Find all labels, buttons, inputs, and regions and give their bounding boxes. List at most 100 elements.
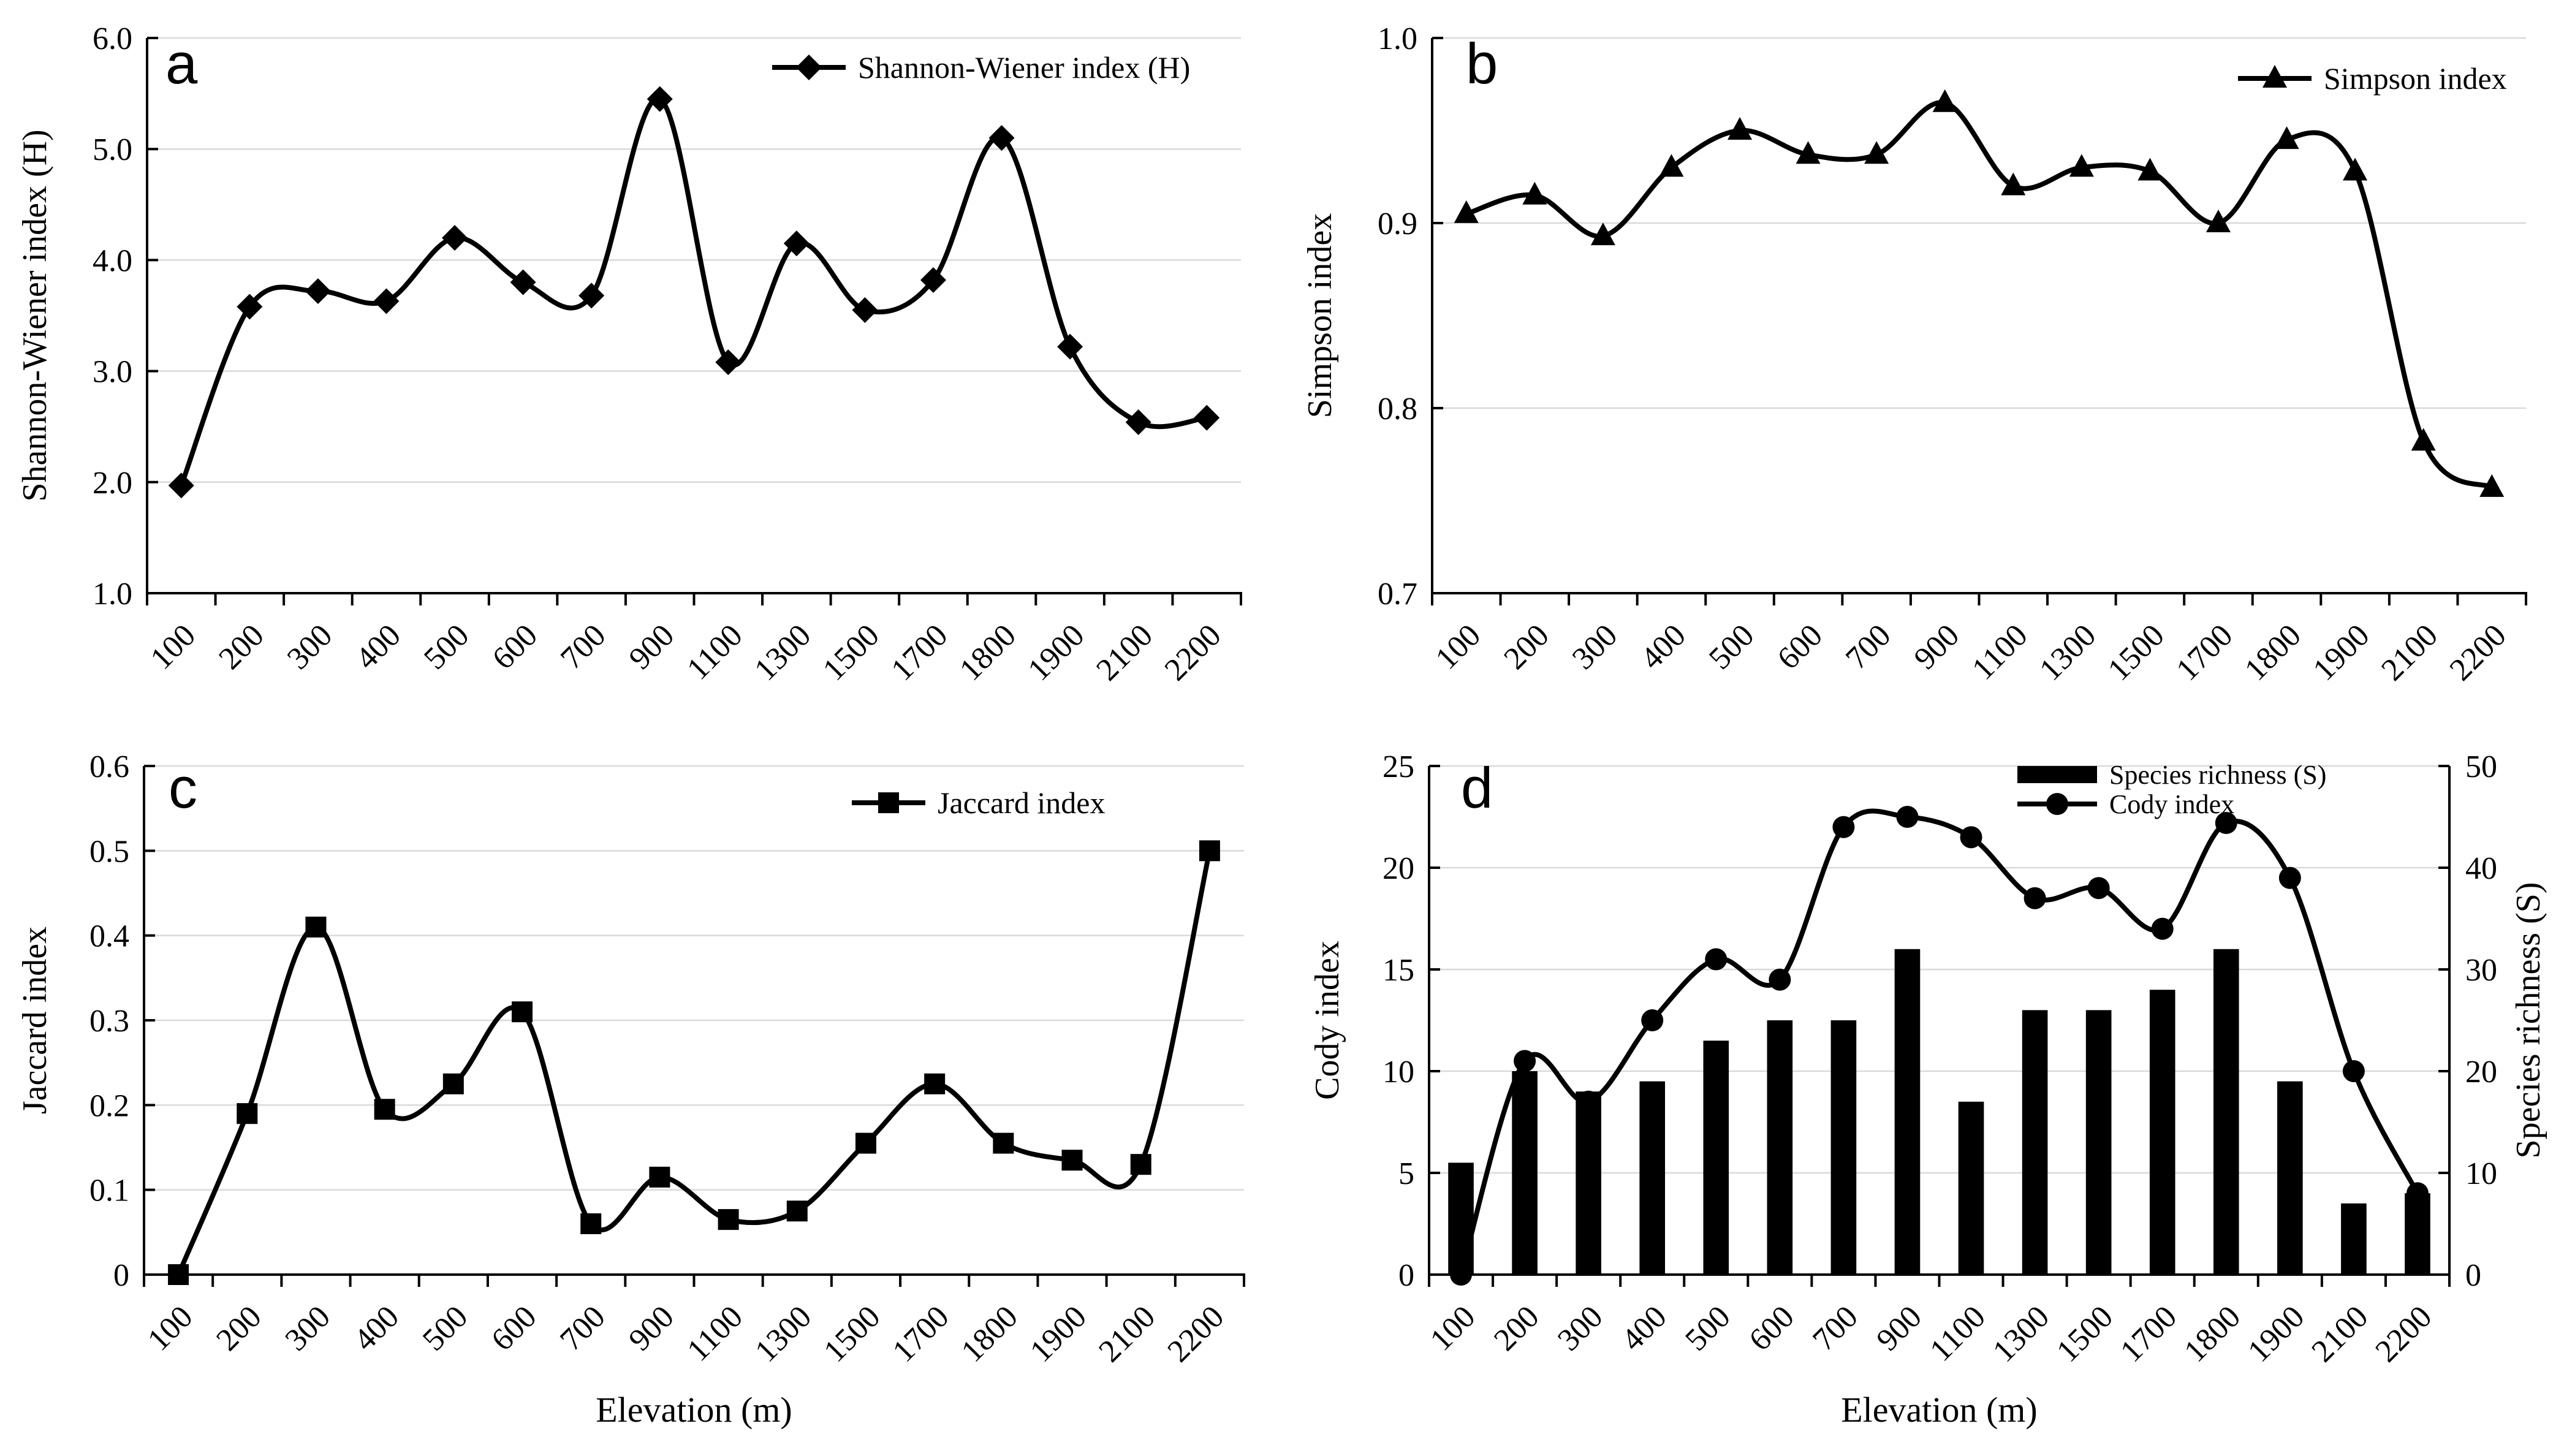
data-point-marker [442, 1073, 464, 1094]
bar [1639, 1081, 1666, 1275]
axes [143, 765, 1245, 1287]
x-tick-label: 200 [212, 618, 270, 676]
data-point-marker [924, 1073, 946, 1094]
legend-label: Species richness (S) [2109, 760, 2326, 790]
x-tick-label: 900 [622, 1299, 680, 1357]
x-tick-label: 1800 [955, 1299, 1025, 1369]
x-tick-label: 1300 [748, 618, 817, 688]
y-axis-title: Cody index [1308, 941, 1346, 1100]
data-point-marker [920, 267, 946, 294]
gridlines [1432, 37, 2526, 409]
x-tick-label: 1100 [1924, 1299, 1992, 1368]
legend-marker [2046, 793, 2068, 815]
axes [1431, 37, 2527, 605]
legend-marker [2262, 65, 2287, 88]
x-tick-label: 1900 [1022, 618, 1091, 688]
x-tick-label: 300 [1566, 618, 1624, 676]
x-tick-label: 2200 [1161, 1299, 1231, 1369]
data-point-marker [715, 349, 742, 376]
data-point-marker [305, 916, 327, 938]
panel-a-shannon-wiener-chart: 1.0 2.0 3.0 4.0 5.0 6.0 100 200 300 400 500 600 700 9… [16, 21, 1242, 688]
y-tick-label: 0.9 [1378, 207, 1417, 241]
panel-b-simpson-chart: 0.7 0.8 0.9 1.0 100 200 300 400 500 600 700 900 1100… [1301, 21, 2527, 688]
y-tick-label: 3.0 [93, 355, 132, 390]
x-tick-label: 600 [486, 618, 544, 676]
legend-label: Cody index [2109, 789, 2234, 819]
line-series [1450, 806, 2429, 1286]
y-axis-title: Shannon-Wiener index (H) [16, 129, 54, 501]
y-axis-title: Simpson index [1301, 213, 1339, 418]
series-line [1458, 808, 2420, 1276]
data-point-marker [168, 1264, 189, 1285]
data-point-marker [1577, 1090, 1600, 1113]
x-tick-label: 400 [347, 1299, 406, 1357]
y-tick-label: 0.8 [1378, 392, 1417, 427]
bar [2149, 990, 2175, 1275]
legend-label: Jaccard index [938, 786, 1105, 820]
data-point-marker [374, 1099, 395, 1120]
data-point-marker [1728, 117, 1753, 140]
line-series [168, 840, 1220, 1285]
x-tick-label: 1800 [2177, 1299, 2247, 1369]
data-point-marker [647, 86, 673, 112]
labels: 0.7 0.8 0.9 1.0 100 200 300 400 500 600 700 900 1100… [1301, 21, 2513, 688]
x-tick-label: 1100 [1965, 618, 2034, 686]
data-point-marker [1590, 222, 1615, 246]
data-point-marker [580, 1213, 602, 1234]
legend: Jaccard index [852, 786, 1105, 820]
bar [2405, 1193, 2430, 1275]
x-tick-label: 200 [1487, 1299, 1546, 1357]
gridlines [147, 37, 1241, 483]
data-point-marker [1057, 333, 1083, 360]
data-point-marker [237, 294, 263, 320]
x-tick-label: 600 [1742, 1299, 1800, 1357]
bar [2022, 1010, 2048, 1275]
x-tick-label: 1500 [816, 618, 886, 688]
data-point-marker [649, 1166, 670, 1188]
data-point-marker [578, 282, 605, 309]
data-point-marker [2151, 917, 2174, 940]
x-tick-label: 1800 [953, 618, 1023, 688]
bar-series [1448, 949, 2430, 1275]
panel-letter: c [169, 756, 197, 820]
bar [2341, 1203, 2367, 1275]
right-y-tick-label: 0 [2465, 1258, 2481, 1293]
data-point-marker [786, 1200, 808, 1222]
data-point-marker [1125, 409, 1151, 435]
data-point-marker [1659, 154, 1684, 177]
data-point-marker [1896, 806, 1919, 828]
data-point-marker [2274, 126, 2299, 150]
x-tick-label: 1700 [2114, 1299, 2183, 1369]
line-series [1454, 89, 2505, 497]
series-line [176, 850, 1212, 1276]
data-point-marker [1450, 1264, 1473, 1286]
x-tick-label: 1700 [886, 1299, 956, 1369]
legend: Simpson index [2238, 61, 2507, 96]
bar [1703, 1041, 1729, 1275]
x-tick-label: 500 [1702, 618, 1761, 676]
bar [1512, 1071, 1538, 1275]
legend-label: Shannon-Wiener index (H) [858, 50, 1190, 85]
x-tick-label: 1900 [2307, 618, 2376, 688]
y-tick-label: 0 [1398, 1258, 1414, 1293]
bar [1894, 949, 1921, 1275]
x-tick-label: 1500 [817, 1299, 887, 1369]
bar [2085, 1010, 2112, 1275]
data-point-marker [855, 1132, 876, 1154]
x-tick-label: 600 [1771, 618, 1829, 676]
y-tick-label: 0.4 [89, 919, 129, 954]
y-tick-label: 15 [1383, 953, 1414, 988]
right-y-tick-label: 20 [2465, 1055, 2497, 1090]
x-tick-label: 1800 [2238, 618, 2308, 688]
line-series [168, 86, 1220, 499]
y-tick-label: 0.2 [89, 1088, 129, 1123]
y-tick-label: 20 [1383, 851, 1414, 886]
x-tick-label: 400 [1615, 1299, 1673, 1357]
data-point-marker [2137, 157, 2163, 181]
x-tick-label: 500 [416, 1299, 474, 1357]
data-point-marker [373, 288, 400, 314]
data-point-marker [1960, 826, 1982, 849]
bar [2213, 949, 2239, 1275]
right-y-tick-label: 40 [2465, 851, 2497, 886]
data-point-marker [305, 278, 331, 305]
